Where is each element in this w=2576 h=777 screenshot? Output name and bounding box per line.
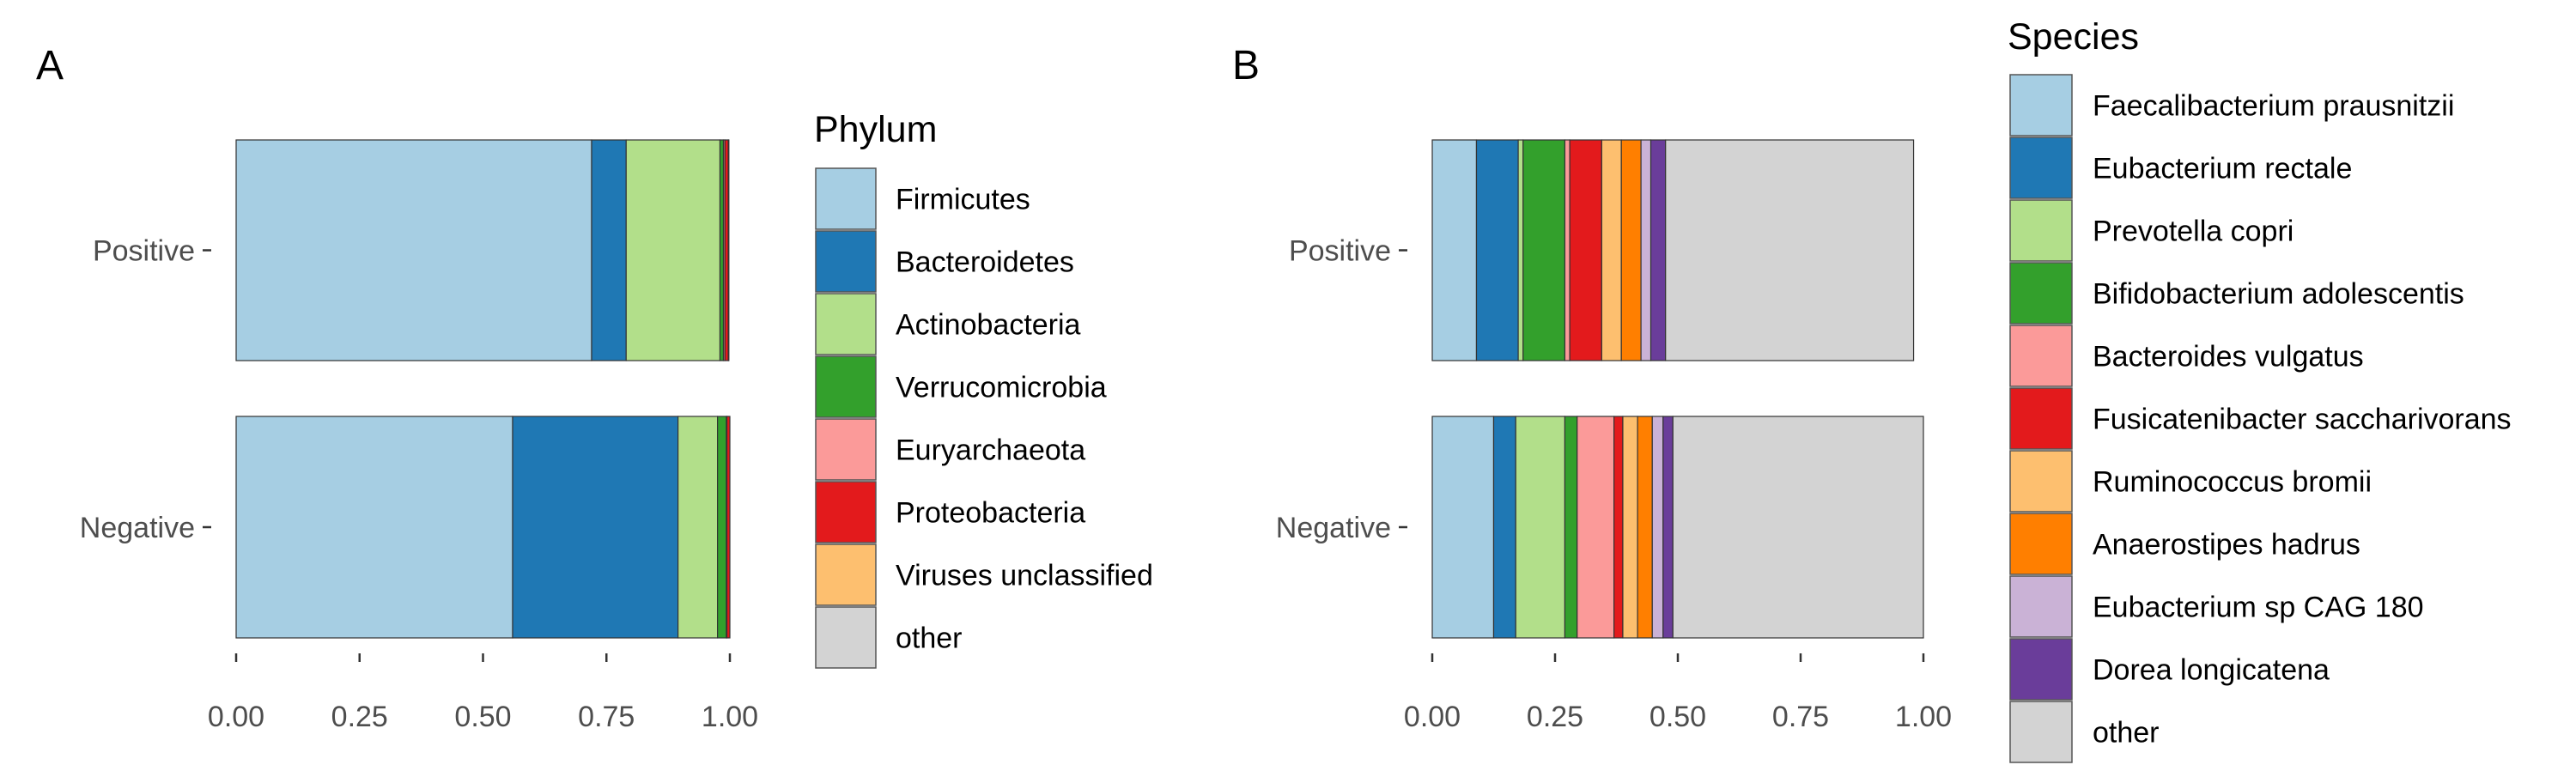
x-tick-label: 1.00 [702,701,758,733]
legend-swatch [815,355,877,418]
bar-segment-positive-7 [1620,139,1642,361]
x-tick-label: 0.00 [208,701,264,733]
legend-swatch [2009,137,2073,199]
legend-title: Phylum [814,109,937,150]
legend-swatch [2009,74,2073,137]
bar-segment-positive-6 [1601,139,1622,361]
legend-label: other [2093,717,2160,750]
legend-label: Proteobacteria [896,497,1085,530]
panel-tag: A [36,43,64,88]
bar-segment-positive-0 [235,139,592,361]
legend-swatch [2009,575,2073,638]
legend-label: Eubacterium rectale [2093,153,2352,185]
legend-swatch [815,230,877,293]
x-tick-label: 0.75 [578,701,635,733]
legend-label: Euryarchaeota [896,434,1085,467]
legend-swatch [815,543,877,606]
legend-label: Viruses unclassified [896,560,1153,592]
legend-label: Faecalibacterium prausnitzii [2093,90,2454,123]
x-tick-label: 1.00 [1895,701,1952,733]
bar-segment-positive-5 [724,139,729,361]
x-tick-label: 0.25 [1527,701,1583,733]
x-tick-label: 0.25 [331,701,388,733]
legend-label: Actinobacteria [896,309,1081,342]
bar-segment-negative-0 [1431,416,1495,639]
bar-segment-negative-9 [1662,416,1674,639]
legend-swatch [815,418,877,481]
bar-segment-positive-3 [1522,139,1566,361]
x-tick-label: 0.50 [454,701,511,733]
legend-title: Species [2008,16,2139,58]
bar-segment-positive-1 [591,139,627,361]
bar-segment-positive-4 [1564,139,1571,361]
legend-label: Bacteroidetes [896,246,1074,279]
legend-swatch [2009,513,2073,575]
bar-segment-positive-0 [1431,139,1478,361]
legend-label: Eubacterium sp CAG 180 [2093,592,2424,624]
legend-swatch [2009,262,2073,325]
bar-segment-negative-3 [717,416,727,639]
legend-label: Firmicutes [896,184,1030,216]
bar-segment-negative-4 [1577,416,1615,639]
x-tick-label: 0.00 [1404,701,1461,733]
category-label: Positive [1289,235,1391,268]
chart-panel-b: B Positive Negative 0.00 0.25 0.50 0.75 1.00 Spe… [1232,16,2512,763]
category-label: Negative [1276,512,1391,544]
legend-swatch [2009,638,2073,701]
panel-tag: B [1232,43,1260,88]
bar-segment-positive-2 [625,139,721,361]
category-label: Positive [93,235,195,268]
bar-segment-positive-3 [719,139,725,361]
legend-swatch [815,606,877,669]
category-label: Negative [80,512,195,544]
legend-label: Bifidobacterium adolescentis [2093,278,2464,311]
chart-panel-a: A Positive Negative 0.00 0.25 0.50 0.75 1.00 Phy… [36,43,1153,733]
legend-label: Verrucomicrobia [896,372,1107,404]
legend-swatch [2009,199,2073,262]
bar-segment-negative-7 [1637,416,1653,639]
legend-swatch [2009,701,2073,763]
legend-swatch [815,293,877,355]
legend-swatch [2009,387,2073,450]
bar-segment-negative-1 [512,416,679,639]
legend-label: other [896,622,963,655]
bar-segment-negative-1 [1492,416,1516,639]
legend-label: Dorea longicatena [2093,654,2330,687]
bar-segment-positive-2 [1517,139,1524,361]
bar-segment-positive-8 [1640,139,1652,361]
legend-label: Anaerostipes hadrus [2093,529,2360,562]
bar-segment-positive-9 [1649,139,1667,361]
legend-swatch [815,481,877,543]
legend-label: Ruminococcus bromii [2093,466,2372,499]
legend-label: Prevotella copri [2093,215,2293,248]
x-tick-label: 0.75 [1772,701,1829,733]
bar-segment-positive-5 [1569,139,1602,361]
legend-label: Fusicatenibacter saccharivorans [2093,404,2512,436]
bar-segment-negative-2 [677,416,719,639]
bar-segment-positive-10 [1665,139,1915,361]
bar-segment-positive-6 [727,139,730,361]
bar-segment-negative-3 [1564,416,1578,639]
legend-swatch [2009,325,2073,387]
bar-segment-positive-1 [1475,139,1519,361]
bar-segment-negative-6 [1622,416,1638,639]
legend-label: Bacteroides vulgatus [2093,341,2364,373]
bar-segment-negative-0 [235,416,513,639]
x-tick-label: 0.50 [1649,701,1706,733]
bar-segment-negative-10 [1672,416,1924,639]
bar-segment-negative-5 [726,416,731,639]
legend-swatch [815,167,877,230]
bar-segment-negative-8 [1651,416,1664,639]
bar-segment-negative-5 [1613,416,1624,639]
bar-segment-negative-2 [1515,416,1566,639]
legend-swatch [2009,450,2073,513]
